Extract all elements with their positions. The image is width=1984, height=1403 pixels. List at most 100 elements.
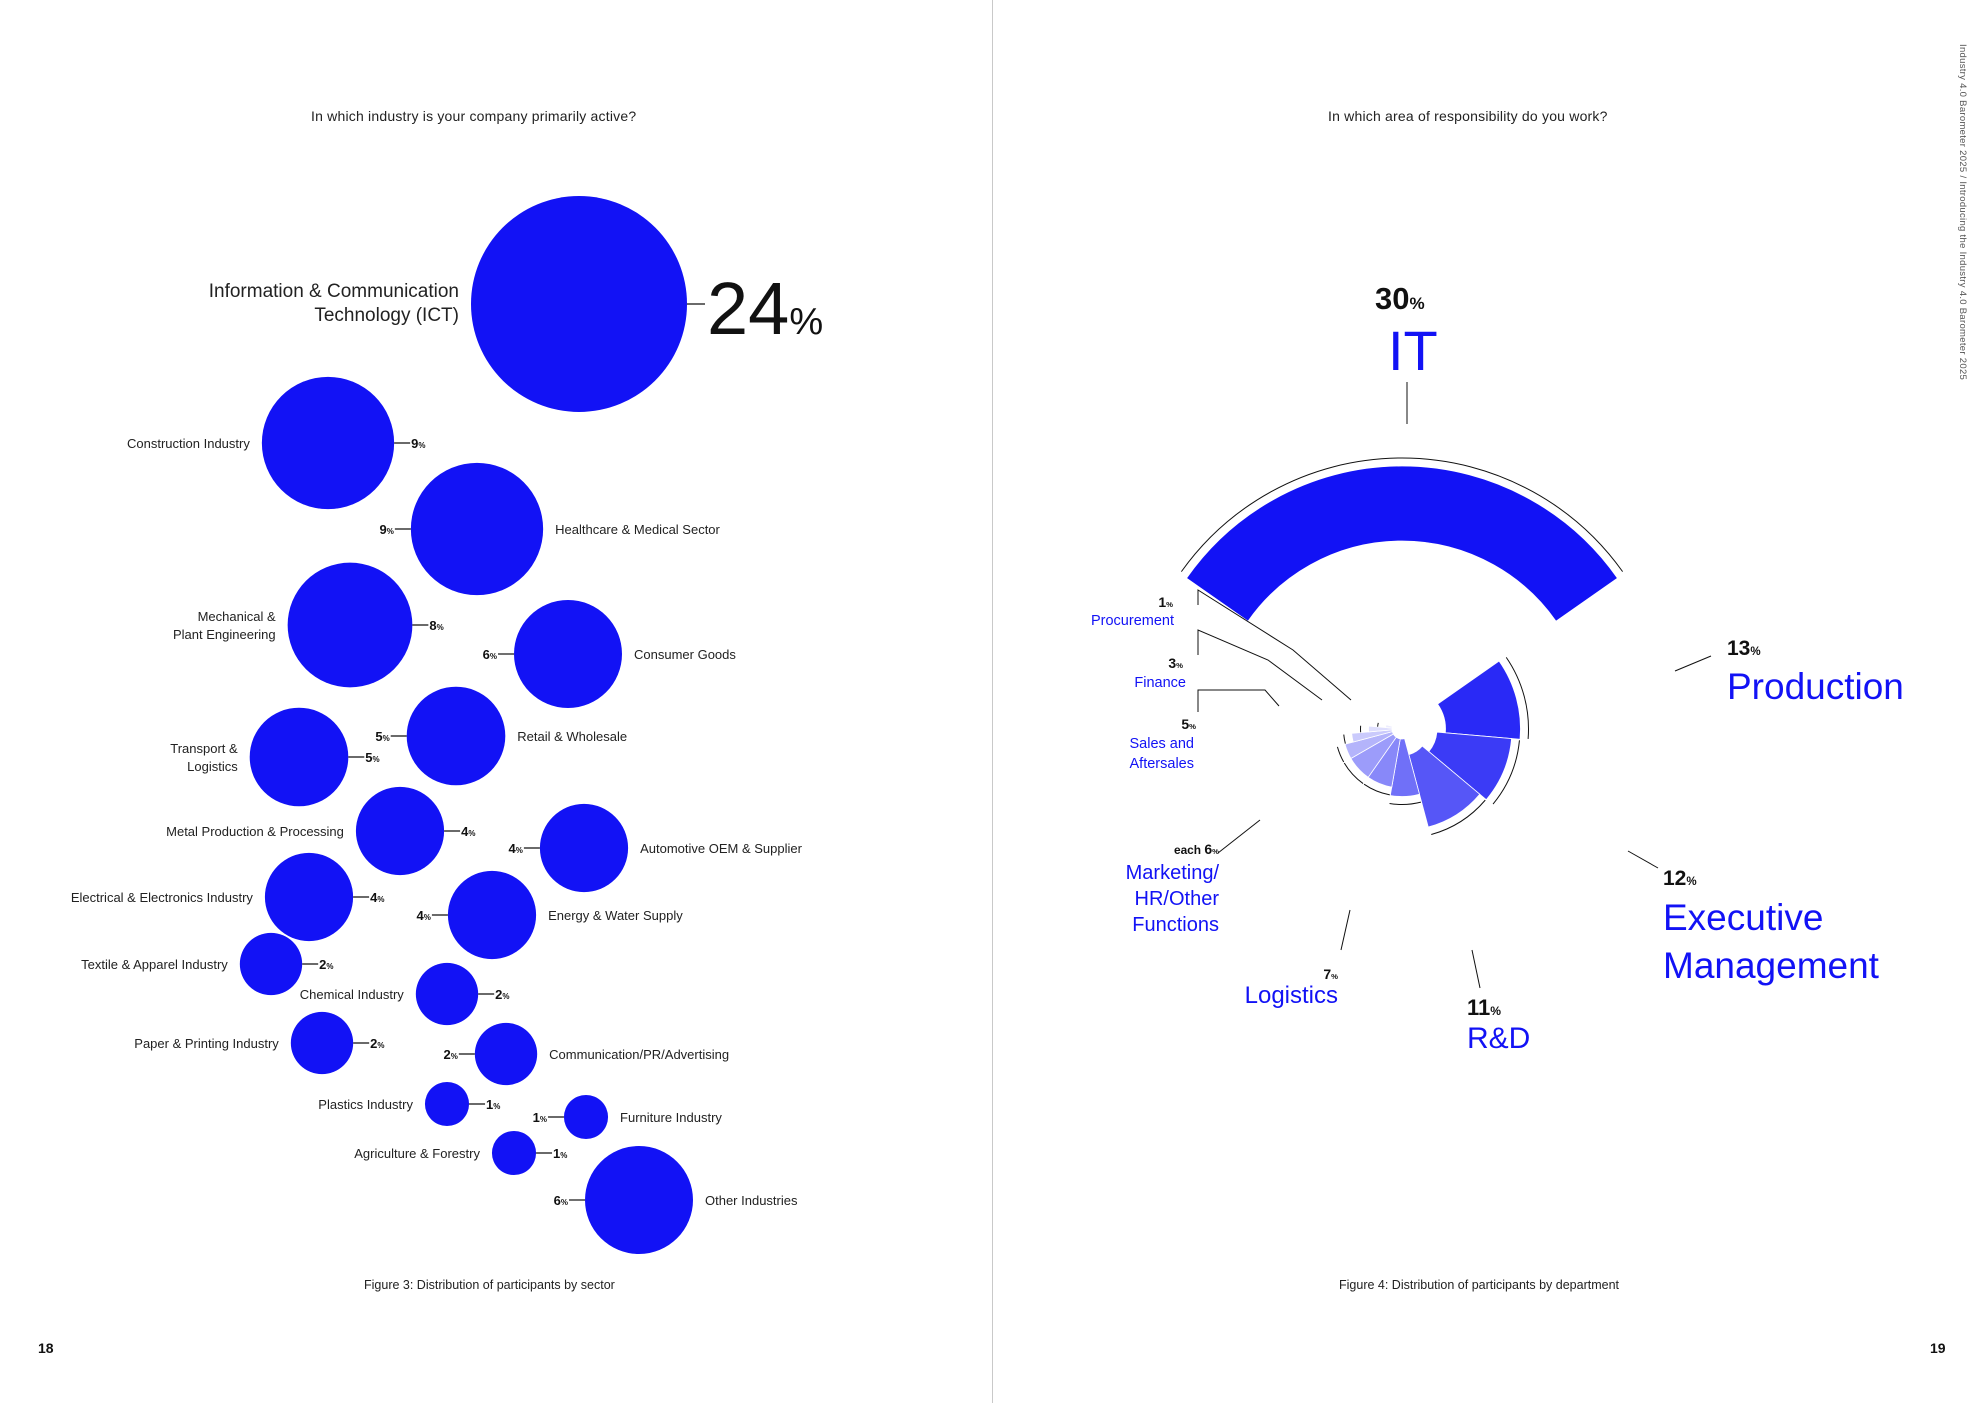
outline-arc-marketing-hr-other-functions [1343, 762, 1364, 784]
sector-bubble-retail-wholesale [406, 686, 506, 786]
department-bar-production [1437, 660, 1521, 740]
sector-bubble-group-other-industries: 6% Other Industries [554, 1146, 798, 1254]
sector-bubble-group-construction-industry: 9% Construction Industry [127, 376, 425, 510]
department-bar-it [1186, 465, 1618, 622]
leader-marketing-hr-other [1217, 819, 1261, 854]
outline-arc-procurement [1377, 722, 1379, 727]
outline-arc-it [1180, 457, 1624, 572]
department-radial-chart: 30%IT 13% Production 12% Executive Management… [1091, 281, 1904, 1055]
sector-bubble-group-mechanical-plant-engineering: 8% Mechanical & Plant Engineering [173, 562, 444, 688]
sector-name-energy-water-supply: Energy & Water Supply [548, 908, 683, 923]
sector-value-textile-apparel-industry: 2% [319, 957, 333, 972]
sector-bubble-automotive-oem-supplier [539, 803, 629, 893]
sector-bubble-chemical-industry [415, 962, 479, 1026]
outline-arc-r-d [1431, 799, 1486, 835]
department-bar-r-d [1408, 745, 1481, 828]
sector-value-transport-logistics: 5% [365, 750, 379, 765]
sector-bubble-group-metal-production-processing: 4% Metal Production & Processing [166, 786, 475, 876]
sector-bubble-plastics-industry [424, 1081, 470, 1127]
sector-value-agriculture-forestry: 1% [553, 1146, 567, 1161]
sector-name-retail-wholesale: Retail & Wholesale [517, 729, 627, 744]
department-value-logistics: 7% [1323, 966, 1338, 982]
sector-bubble-group-information-communication-technology-ict: 24% Information & Communication Technology… [209, 196, 823, 412]
sector-value-healthcare-medical-sector: 9% [380, 522, 394, 537]
sector-value-consumer-goods: 6% [483, 647, 497, 662]
sector-value-energy-water-supply: 4% [417, 908, 431, 923]
department-value-marketing-hr-other: each 6% [1174, 841, 1219, 857]
leader-sales-and-aftersales [1197, 689, 1280, 712]
sector-bubble-group-paper-printing-industry: 2% Paper & Printing Industry [134, 1011, 385, 1075]
sector-value-retail-wholesale: 5% [375, 729, 389, 744]
sector-bubble-group-communication-pr-advertising: 2% Communication/PR/Advertising [443, 1022, 729, 1086]
sector-name-communication-pr-advertising: Communication/PR/Advertising [549, 1047, 729, 1062]
sector-value-automotive-oem-supplier: 4% [509, 841, 523, 856]
sector-name-metal-production-processing: Metal Production & Processing [166, 824, 344, 839]
sector-value-other-industries: 6% [554, 1193, 568, 1208]
outline-arc-sales-and-aftersales [1343, 734, 1346, 744]
department-value-sales-and-aftersales: 5% [1181, 716, 1196, 732]
page-number-left: 18 [38, 1340, 54, 1356]
sector-name-other-industries: Other Industries [705, 1193, 798, 1208]
department-bar-executive-management [1428, 731, 1513, 801]
sector-name-information-communication-technology-ict: Information & Communication Technology (I… [209, 281, 459, 326]
sector-bubble-group-textile-apparel-industry: 2% Textile & Apparel Industry [81, 932, 334, 996]
department-name-production: Production [1727, 666, 1904, 707]
department-name-r-and-d: R&D [1467, 1022, 1530, 1055]
department-name-sales-and-aftersales: Sales and Aftersales [1130, 736, 1195, 772]
sector-bubble-other-industries [585, 1146, 693, 1254]
department-bar-procurement [1385, 724, 1393, 729]
department-name-executive-management: Executive Management [1663, 897, 1880, 986]
department-value-production: 13% [1727, 637, 1761, 660]
leader-procurement [1197, 589, 1352, 701]
sector-bubble-agriculture-forestry [491, 1130, 537, 1176]
department-value-finance: 3% [1168, 655, 1183, 671]
sector-value-plastics-industry: 1% [486, 1097, 500, 1112]
page-number-right: 19 [1930, 1340, 1946, 1356]
sector-value-information-communication-technology-ict: 24% [707, 267, 823, 350]
sector-name-automotive-oem-supplier: Automotive OEM & Supplier [640, 841, 803, 856]
outline-arc-logistics [1389, 801, 1422, 805]
sector-name-construction-industry: Construction Industry [127, 436, 250, 451]
leader-production [1674, 655, 1712, 672]
sector-value-chemical-industry: 2% [495, 987, 509, 1002]
sector-bubble-communication-pr-advertising [474, 1022, 538, 1086]
outline-arc-executive-management [1492, 740, 1520, 805]
sector-value-construction-industry: 9% [411, 436, 425, 451]
sector-bubble-group-furniture-industry: 1% Furniture Industry [533, 1094, 722, 1140]
sector-bubble-group-chemical-industry: 2% Chemical Industry [300, 962, 510, 1026]
department-value-executive-management: 12% [1663, 867, 1697, 890]
sector-name-chemical-industry: Chemical Industry [300, 987, 405, 1002]
sector-bubble-group-electrical-electronics-industry: 4% Electrical & Electronics Industry [71, 852, 384, 942]
sector-bubble-group-agriculture-forestry: 1% Agriculture & Forestry [354, 1130, 567, 1176]
leader-r-and-d [1471, 949, 1481, 989]
page-left: In which industry is your company primar… [38, 108, 823, 1356]
sector-bubble-group-retail-wholesale: 5% Retail & Wholesale [375, 686, 627, 786]
sector-bubble-group-healthcare-medical-sector: 9% Healthcare & Medical Sector [380, 462, 721, 596]
sector-bubble-group-transport-logistics: 5% Transport & Logistics [170, 707, 380, 807]
sector-name-furniture-industry: Furniture Industry [620, 1110, 722, 1125]
sector-bubble-electrical-electronics-industry [264, 852, 354, 942]
sector-name-paper-printing-industry: Paper & Printing Industry [134, 1036, 279, 1051]
department-figure-caption: Figure 4: Distribution of participants b… [1339, 1278, 1619, 1292]
leader-logistics [1340, 909, 1351, 951]
department-value-it: 30% [1375, 281, 1425, 316]
sector-bubble-furniture-industry [563, 1094, 609, 1140]
department-name-finance: Finance [1134, 675, 1186, 691]
sector-name-mechanical-plant-engineering: Mechanical & Plant Engineering [173, 609, 276, 642]
sector-name-electrical-electronics-industry: Electrical & Electronics Industry [71, 890, 254, 905]
sector-value-mechanical-plant-engineering: 8% [429, 618, 443, 633]
sector-bubble-group-automotive-oem-supplier: 4% Automotive OEM & Supplier [509, 803, 803, 893]
outline-arc-marketing-hr-other-functions [1336, 746, 1345, 763]
outline-arc-marketing-hr-other-functions [1363, 783, 1390, 796]
sector-bubble-healthcare-medical-sector [410, 462, 544, 596]
sector-value-paper-printing-industry: 2% [370, 1036, 384, 1051]
sector-name-transport-logistics: Transport & Logistics [170, 741, 238, 774]
sector-bubble-paper-printing-industry [290, 1011, 354, 1075]
outline-arc-production [1505, 657, 1529, 739]
sector-bubble-construction-industry [261, 376, 395, 510]
sector-question: In which industry is your company primar… [311, 108, 637, 124]
sector-bubble-energy-water-supply [447, 870, 537, 960]
leader-executive-management [1627, 850, 1659, 869]
sector-bubble-consumer-goods [514, 600, 622, 708]
sector-name-healthcare-medical-sector: Healthcare & Medical Sector [555, 522, 720, 537]
